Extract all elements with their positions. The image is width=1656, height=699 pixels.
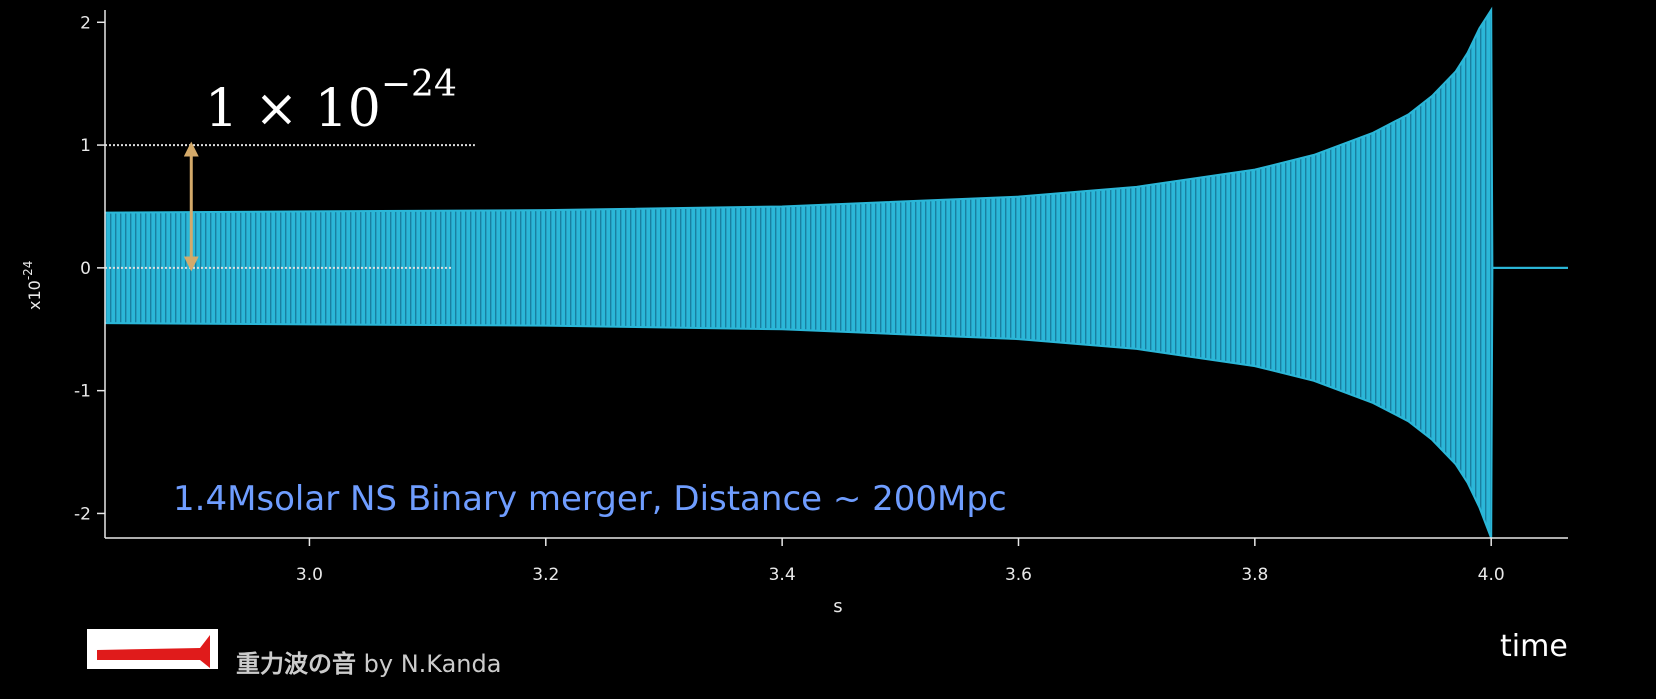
scale-base: 1 × 10 xyxy=(205,79,381,139)
thumbnail xyxy=(87,629,218,669)
scale-annotation: 1 × 10−24 xyxy=(205,64,457,139)
scale-exponent: −24 xyxy=(381,64,457,105)
x-axis-label: s xyxy=(833,596,842,617)
footer-title: 重力波の音 xyxy=(236,650,356,678)
x-tick-label: 4.0 xyxy=(1478,565,1505,585)
x-tick-label: 3.8 xyxy=(1241,565,1268,585)
footer-credit: 重力波の音 by N.Kanda xyxy=(236,650,501,678)
y-label-exponent: -24 xyxy=(21,261,35,281)
waveform-fill xyxy=(105,10,1568,538)
x-tick-label: 3.4 xyxy=(769,565,796,585)
footer-byline: by N.Kanda xyxy=(356,650,501,678)
caption: 1.4Msolar NS Binary merger, Distance ~ 2… xyxy=(173,479,1007,519)
y-tick-label: -1 xyxy=(74,382,91,402)
y-tick-label: -2 xyxy=(74,504,91,524)
y-tick-label: 1 xyxy=(80,136,91,156)
y-label-base: x10 xyxy=(25,280,44,310)
y-tick-label: 0 xyxy=(80,259,91,279)
x-tick-label: 3.2 xyxy=(532,565,559,585)
x-tick-label: 3.0 xyxy=(296,565,323,585)
lower-envelope xyxy=(104,266,1568,539)
y-axis-label: x10-24 xyxy=(21,261,44,310)
y-tick-label: 2 xyxy=(80,13,91,33)
upper-envelope xyxy=(104,6,1568,269)
corner-label: time xyxy=(1500,629,1568,664)
x-tick-label: 3.6 xyxy=(1005,565,1032,585)
